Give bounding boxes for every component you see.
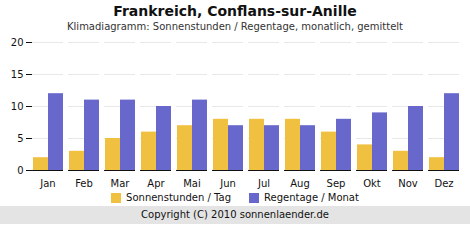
svg-text:Jul: Jul	[257, 178, 270, 189]
svg-text:Sep: Sep	[327, 178, 346, 189]
svg-text:Apr: Apr	[147, 178, 165, 189]
svg-text:10: 10	[11, 101, 24, 112]
svg-text:Mai: Mai	[183, 178, 201, 189]
html-text:Sonnenstunden / Tag: Sonnenstunden / Tag	[126, 192, 231, 203]
html-text:Klimadiagramm: Sonnenstunden /: Klimadiagramm: Sonnenstunden / Regentage…	[67, 21, 403, 32]
html-text:Copyright (C) 2010 sonnenlaend: Copyright (C) 2010 sonnenlaender.de	[141, 209, 329, 220]
svg-text:Aug: Aug	[290, 178, 310, 189]
svg-text:Mar: Mar	[111, 178, 131, 189]
svg-text:Jun: Jun	[219, 178, 236, 189]
svg-text:5: 5	[17, 133, 23, 144]
svg-text:20: 20	[11, 37, 24, 48]
svg-text:Okt: Okt	[363, 178, 381, 189]
svg-text:0: 0	[17, 165, 23, 176]
svg-text:15: 15	[11, 69, 24, 80]
svg-text:Dez: Dez	[434, 178, 453, 189]
svg-text:Feb: Feb	[75, 178, 93, 189]
html-text:Regentage / Monat: Regentage / Monat	[264, 192, 359, 203]
svg-text:Jan: Jan	[39, 178, 55, 189]
html-text:Frankreich, Conflans-sur-Anill: Frankreich, Conflans-sur-Anille	[113, 3, 357, 19]
svg-text:Nov: Nov	[398, 178, 418, 189]
